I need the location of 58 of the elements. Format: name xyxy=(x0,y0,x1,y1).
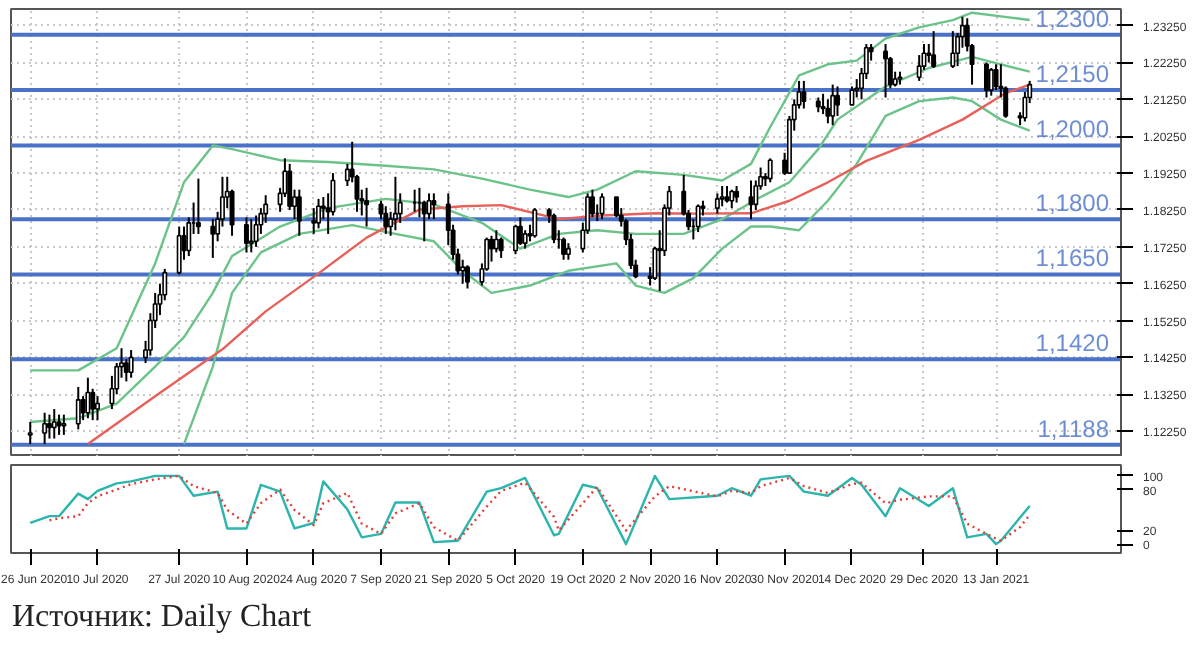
candlestick xyxy=(493,229,499,254)
candlestick xyxy=(383,205,389,235)
candlestick xyxy=(42,411,48,446)
candlestick xyxy=(56,413,62,436)
candlestick xyxy=(498,236,504,259)
candlestick xyxy=(210,218,216,259)
candlestick xyxy=(27,420,33,446)
ref-line-label: 1,2000 xyxy=(1035,115,1110,144)
candlestick xyxy=(599,192,605,221)
candlestick xyxy=(719,184,725,208)
candlestick xyxy=(988,67,994,97)
ref-line-label: 1,2300 xyxy=(1035,4,1110,33)
candlestick xyxy=(51,408,57,440)
candlestick xyxy=(85,376,91,420)
candlestick xyxy=(993,63,999,92)
candlestick xyxy=(75,385,81,431)
ref-line-label: 1,1188 xyxy=(1037,414,1110,443)
candlestick xyxy=(532,207,538,239)
ref-line-label: 1,1650 xyxy=(1035,244,1110,273)
candlestick xyxy=(46,413,52,440)
candlestick xyxy=(931,30,937,69)
candlestick xyxy=(128,349,134,379)
candlestick xyxy=(248,218,254,254)
candlestick xyxy=(176,225,182,276)
candlestick xyxy=(296,188,302,237)
candlestick xyxy=(431,192,437,221)
candlestick xyxy=(983,61,989,99)
candlestick xyxy=(561,236,567,261)
candlestick xyxy=(61,413,67,436)
candlestick xyxy=(311,207,317,235)
candlestick xyxy=(489,234,494,263)
candlestick xyxy=(950,30,956,69)
candlestick xyxy=(517,216,523,246)
candlestick xyxy=(695,203,701,234)
ref-line-label: 1,2150 xyxy=(1035,60,1110,89)
candlestick xyxy=(513,223,519,256)
candlestick xyxy=(849,85,855,106)
candlestick xyxy=(767,157,773,184)
candlestick xyxy=(195,177,201,235)
ref-line-label: 1,1420 xyxy=(1035,329,1110,358)
text: Источник: Daily Chart xyxy=(12,598,312,638)
ref-line-label: 1,1800 xyxy=(1035,189,1110,218)
candlestick xyxy=(287,162,293,211)
candlestick xyxy=(830,83,836,127)
candlestick xyxy=(243,216,249,254)
candlestick xyxy=(392,175,398,232)
candlestick xyxy=(714,192,720,215)
candlestick xyxy=(316,197,322,230)
candlestick xyxy=(253,214,259,248)
candlestick xyxy=(613,196,619,219)
candlestick xyxy=(729,188,735,210)
candlestick xyxy=(465,264,470,290)
candlestick xyxy=(95,395,100,422)
line-series xyxy=(29,11,1031,372)
candlestick xyxy=(801,79,807,110)
candlestick xyxy=(883,43,889,99)
candlestick xyxy=(364,186,370,228)
candlestick xyxy=(835,85,840,117)
